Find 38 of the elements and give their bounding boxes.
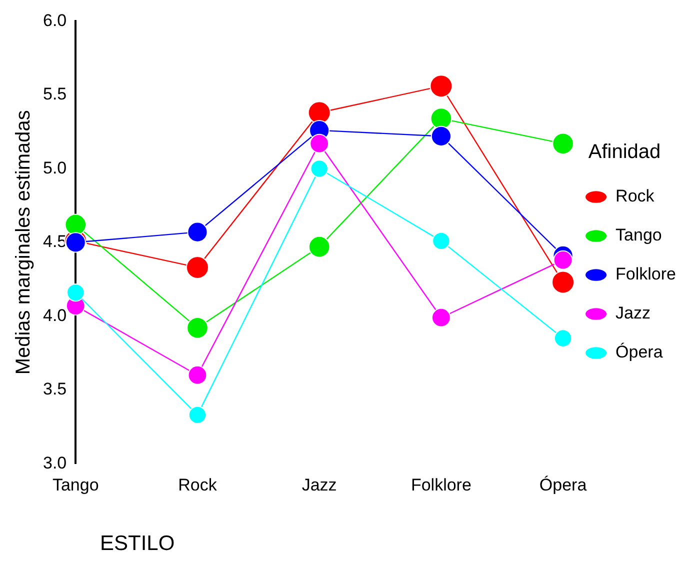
legend-label: Rock — [616, 186, 655, 206]
y-tick-label: 6.0 — [42, 10, 67, 30]
point — [431, 308, 451, 328]
point — [554, 329, 572, 348]
x-tick-label: Ópera — [539, 475, 588, 494]
point — [64, 214, 87, 236]
point — [187, 222, 208, 242]
y-tick-label: 5.5 — [42, 84, 67, 104]
point — [432, 232, 450, 250]
point — [310, 134, 330, 154]
x-tick-label: Tango — [52, 475, 99, 494]
point — [66, 283, 85, 302]
legend-label: Folklore — [616, 264, 676, 284]
x-tick-label: Jazz — [302, 475, 337, 494]
point — [310, 160, 328, 178]
y-tick-label: 4.0 — [42, 306, 67, 325]
x-tick-label: Rock — [178, 475, 218, 494]
point — [430, 108, 452, 130]
y-tick-label: 3.0 — [42, 453, 67, 472]
y-axis-title: Medias marginales estimadas — [12, 110, 35, 375]
point — [430, 74, 453, 98]
legend-label: Jazz — [616, 304, 651, 323]
y-tick-label: 3.5 — [42, 380, 67, 399]
point — [552, 270, 575, 294]
point — [553, 250, 573, 270]
point — [186, 256, 209, 279]
point — [188, 406, 207, 424]
legend-label: Ópera — [616, 342, 664, 362]
point — [186, 317, 208, 339]
x-tick-label: Folklore — [410, 475, 472, 494]
point — [188, 365, 208, 385]
point — [430, 126, 452, 147]
x-axis-title: ESTILO — [100, 532, 176, 556]
legend-label: Tango — [616, 226, 662, 245]
point — [308, 236, 330, 258]
legend-title: Afinidad — [588, 141, 661, 164]
point — [552, 132, 574, 154]
y-tick-label: 5.0 — [42, 158, 67, 178]
